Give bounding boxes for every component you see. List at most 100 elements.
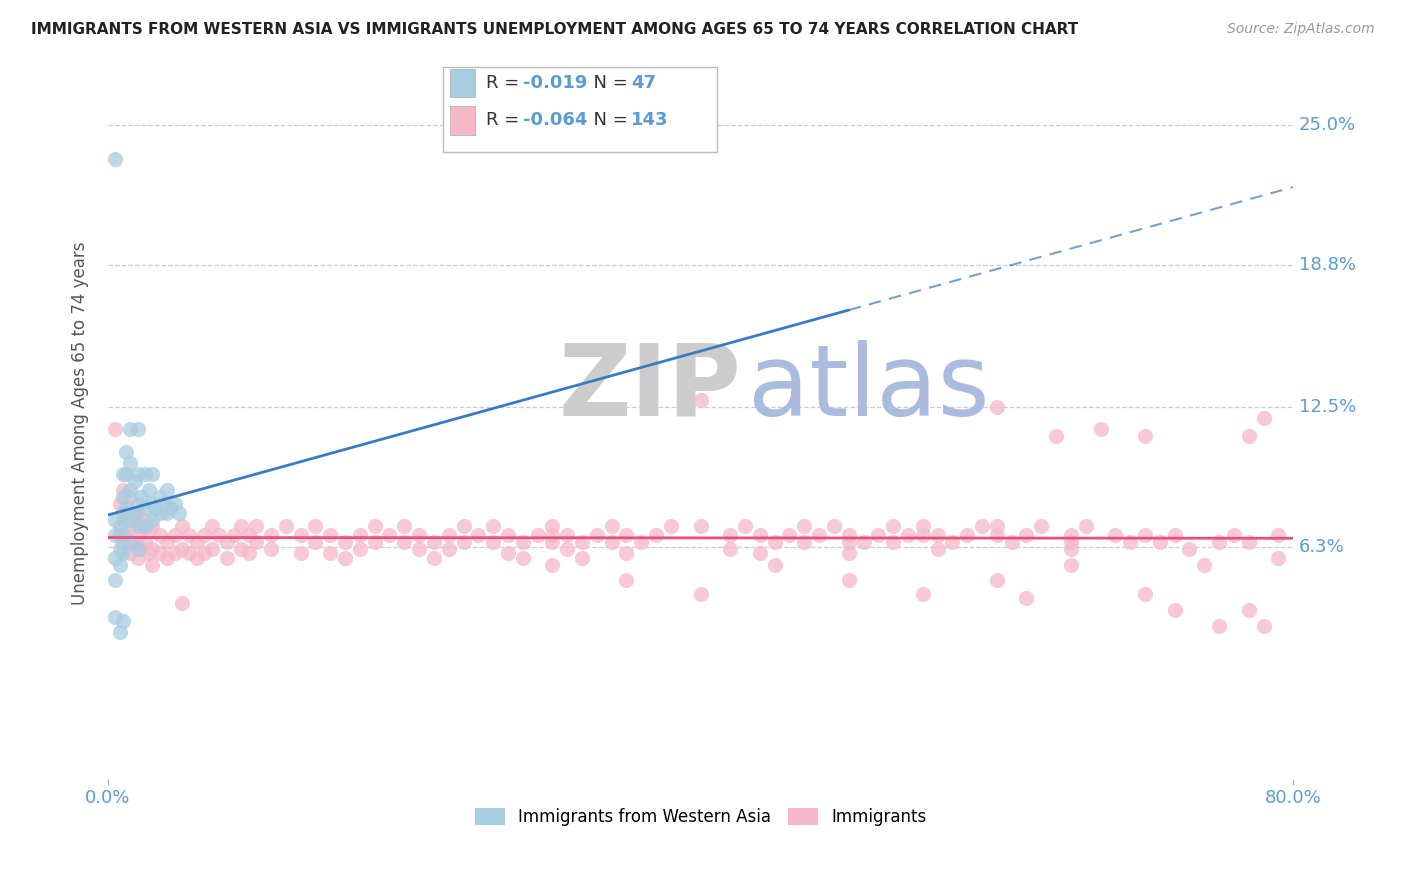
Point (1267, 528, 1289, 542)
Point (496, 528, 519, 542)
Point (763, 558, 786, 572)
Point (193, 546, 215, 560)
Point (124, 506, 146, 520)
Point (167, 506, 190, 520)
Point (163, 497, 186, 511)
Point (349, 528, 371, 542)
Point (186, 535, 208, 549)
Point (823, 519, 845, 533)
Point (1178, 541, 1201, 556)
Point (104, 422, 127, 436)
Point (127, 467, 149, 482)
Point (1133, 528, 1156, 542)
Point (163, 528, 186, 542)
Point (124, 535, 146, 549)
Point (170, 541, 193, 556)
Point (120, 483, 142, 498)
Point (852, 535, 875, 549)
Point (394, 535, 416, 549)
Point (124, 512, 146, 526)
Text: 6.3%: 6.3% (1299, 538, 1344, 556)
Y-axis label: Unemployment Among Ages 65 to 74 years: Unemployment Among Ages 65 to 74 years (72, 242, 89, 606)
Point (394, 519, 416, 533)
Point (333, 535, 356, 549)
Point (114, 506, 136, 520)
Point (748, 546, 770, 560)
Point (127, 528, 149, 542)
Text: 12.5%: 12.5% (1299, 398, 1357, 416)
Point (179, 546, 201, 560)
Point (718, 528, 741, 542)
Point (104, 574, 127, 588)
Point (1163, 603, 1185, 617)
Point (1237, 429, 1260, 443)
Point (141, 558, 163, 572)
Point (127, 519, 149, 533)
Point (111, 483, 134, 498)
Point (304, 535, 326, 549)
Text: atlas: atlas (748, 340, 990, 437)
Point (1208, 618, 1230, 632)
Point (145, 501, 167, 516)
Point (170, 519, 193, 533)
Point (793, 535, 815, 549)
Point (778, 528, 800, 542)
Point (134, 519, 156, 533)
Point (108, 625, 131, 640)
Point (808, 528, 831, 542)
Point (1060, 535, 1083, 549)
Point (793, 519, 815, 533)
Point (120, 422, 142, 436)
Point (1119, 535, 1142, 549)
Point (231, 519, 253, 533)
Point (149, 506, 172, 520)
Point (838, 528, 860, 542)
Point (120, 519, 142, 533)
Point (245, 535, 267, 549)
Point (111, 506, 134, 520)
Point (541, 535, 564, 549)
Point (645, 528, 668, 542)
Point (437, 528, 460, 542)
Point (120, 546, 142, 560)
Point (104, 528, 127, 542)
Point (111, 528, 134, 542)
Point (238, 528, 260, 542)
Point (104, 550, 127, 565)
Point (127, 506, 149, 520)
Point (986, 400, 1008, 414)
Point (111, 546, 134, 560)
Point (1149, 535, 1171, 549)
Point (290, 528, 312, 542)
Point (111, 490, 134, 504)
Point (453, 519, 475, 533)
Point (124, 474, 146, 488)
Point (108, 497, 131, 511)
Point (541, 558, 564, 572)
Point (156, 550, 179, 565)
Point (956, 528, 979, 542)
Point (630, 535, 652, 549)
Point (748, 528, 770, 542)
Point (193, 528, 215, 542)
Point (153, 497, 176, 511)
Point (134, 467, 156, 482)
Point (363, 535, 385, 549)
Point (555, 528, 578, 542)
Point (108, 558, 131, 572)
Point (897, 528, 920, 542)
Point (927, 541, 949, 556)
Point (129, 541, 152, 556)
Point (141, 519, 163, 533)
Point (718, 541, 741, 556)
Point (911, 528, 934, 542)
Point (541, 528, 564, 542)
Point (138, 524, 160, 538)
Point (1194, 558, 1216, 572)
Point (134, 501, 156, 516)
Point (1133, 587, 1156, 601)
Point (120, 456, 142, 470)
Point (274, 519, 297, 533)
Point (986, 574, 1008, 588)
Point (571, 550, 593, 565)
